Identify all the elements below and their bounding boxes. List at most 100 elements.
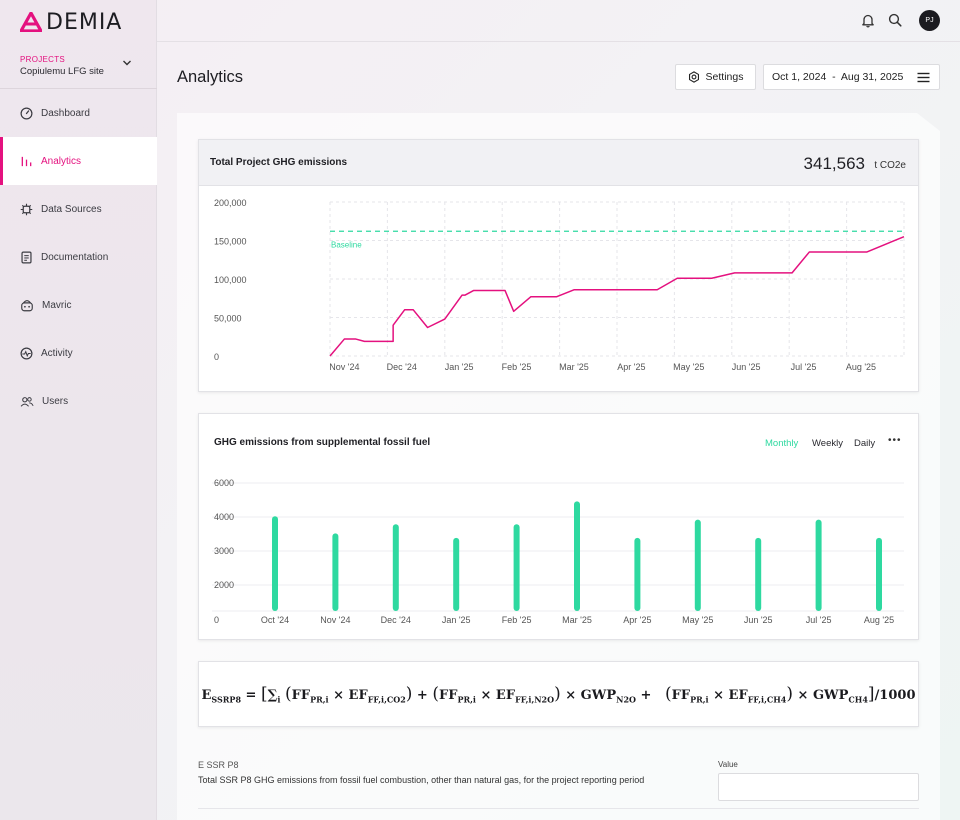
x-tick-label: Dec '24	[387, 362, 417, 372]
y-tick-label: 150,000	[214, 237, 247, 247]
fossil-fuel-emissions-card: GHG emissions from supplemental fossil f…	[198, 413, 919, 640]
x-tick-label: Dec '24	[381, 615, 411, 625]
sidebar-item-activity[interactable]: Activity	[0, 329, 157, 377]
sidebar-item-label: Dashboard	[41, 107, 90, 119]
total-emissions-series-line	[329, 235, 905, 357]
chevron-down-icon[interactable]	[122, 59, 132, 67]
settings-button-label: Settings	[705, 71, 744, 83]
bar	[815, 519, 822, 611]
data-sources-icon	[20, 203, 33, 215]
date-range-label: Oct 1, 2024 - Aug 31, 2025	[772, 71, 904, 83]
project-selector[interactable]: PROJECTS Copiulemu LFG site	[20, 55, 140, 77]
x-tick-label: Aug '25	[846, 362, 876, 372]
tab-daily[interactable]: Daily	[854, 438, 876, 449]
x-tick-label: Nov '24	[329, 362, 359, 372]
bar	[453, 537, 460, 611]
users-icon	[20, 396, 34, 407]
x-tick-label: Mar '25	[559, 362, 589, 372]
total-emissions-line-chart: 0 50,000 100,000 150,000 200,000 Nov '24 Dec '…	[214, 198, 905, 372]
y-tick-label: 0	[214, 352, 219, 362]
x-tick-label: May '25	[682, 615, 713, 625]
y-tick-label: 6000	[214, 478, 234, 488]
sidebar-item-label: Documentation	[41, 251, 109, 263]
date-range-picker[interactable]: Oct 1, 2024 - Aug 31, 2025	[763, 64, 940, 90]
x-tick-label: Apr '25	[617, 362, 645, 372]
x-tick-label: Jan '25	[442, 615, 471, 625]
sidebar-item-data-sources[interactable]: Data Sources	[0, 185, 157, 233]
settings-button[interactable]: Settings	[675, 64, 756, 90]
sidebar-item-analytics[interactable]: Analytics	[0, 137, 157, 185]
x-tick-label: Jul '25	[791, 362, 817, 372]
card-title: GHG emissions from supplemental fossil f…	[214, 437, 431, 448]
emissions-formula: ESSRP8 = [∑i (FFPR,i × EFFF,i,CO2) + (FF…	[201, 683, 916, 705]
sidebar-divider	[0, 88, 157, 89]
tab-monthly[interactable]: Monthly	[765, 438, 799, 449]
settings-gear-icon	[688, 71, 699, 83]
x-tick-label: May '25	[673, 362, 704, 372]
y-tick-label: 2000	[214, 580, 234, 590]
x-tick-label: Apr '25	[623, 615, 651, 625]
x-tick-label: Oct '24	[261, 615, 289, 625]
fossil-fuel-bar-chart: 0 2000 3000 4000 6000 Oct '24 Nov '24 Dec '24 Ja…	[212, 478, 904, 625]
bar	[755, 537, 762, 611]
user-avatar[interactable]: PJ	[919, 10, 940, 31]
bar	[634, 537, 641, 611]
menu-icon	[917, 72, 930, 83]
baseline-label: Baseline	[331, 240, 362, 249]
bar	[392, 524, 399, 611]
more-options-icon[interactable]: •••	[888, 435, 902, 446]
x-tick-label: Nov '24	[320, 615, 350, 625]
sidebar-item-label: Data Sources	[41, 203, 102, 215]
sidebar-item-label: Mavric	[42, 299, 72, 311]
analytics-icon	[21, 156, 32, 166]
x-tick-label: Jun '25	[744, 615, 773, 625]
total-emissions-value: 341,563	[803, 154, 865, 173]
divider	[198, 808, 919, 809]
sidebar-item-documentation[interactable]: Documentation	[0, 233, 157, 281]
sidebar-nav: Dashboard Analytics Data Sources	[0, 89, 157, 425]
brand-logo[interactable]: DEMIA	[20, 9, 123, 35]
page-title: Analytics	[177, 68, 244, 86]
activity-icon	[20, 347, 33, 359]
tab-weekly[interactable]: Weekly	[812, 438, 843, 449]
total-emissions-card: Total Project GHG emissions 341,563 t CO…	[198, 139, 919, 392]
value-input[interactable]	[718, 773, 919, 801]
dashboard-icon	[20, 107, 33, 119]
y-tick-label: 0	[214, 615, 219, 625]
x-tick-label: Mar '25	[562, 615, 592, 625]
bar	[574, 501, 580, 611]
notification-bell-icon[interactable]	[861, 13, 875, 28]
card-title: Total Project GHG emissions	[210, 157, 348, 168]
x-tick-label: Jan '25	[445, 362, 474, 372]
search-icon[interactable]	[888, 13, 902, 27]
x-tick-label: Jun '25	[732, 362, 761, 372]
brand-name: DEMIA	[46, 9, 123, 35]
documentation-icon	[21, 251, 32, 263]
top-bar: PJ	[157, 0, 960, 42]
field-title: E SSR P8	[198, 760, 239, 770]
project-label: PROJECTS	[20, 55, 66, 64]
x-tick-label: Feb '25	[502, 615, 532, 625]
sidebar-item-mavric[interactable]: Mavric	[0, 281, 157, 329]
sidebar-item-dashboard[interactable]: Dashboard	[0, 89, 157, 137]
sidebar: DEMIA PROJECTS Copiulemu LFG site Dashbo…	[0, 0, 157, 820]
sidebar-item-users[interactable]: Users	[0, 377, 157, 425]
total-emissions-unit: t CO2e	[874, 160, 906, 171]
sidebar-item-label: Analytics	[41, 155, 82, 167]
sidebar-item-label: Users	[42, 395, 69, 407]
formula-card: ESSRP8 = [∑i (FFPR,i × EFFF,i,CO2) + (FF…	[198, 661, 919, 727]
mavric-icon	[21, 299, 33, 311]
card-header: Total Project GHG emissions 341,563 t CO…	[199, 140, 918, 186]
x-tick-label: Aug '25	[864, 615, 894, 625]
x-tick-label: Jul '25	[806, 615, 832, 625]
demia-logo-icon	[20, 12, 42, 32]
field-description: Total SSR P8 GHG emissions from fossil f…	[198, 775, 645, 785]
project-name: Copiulemu LFG site	[20, 66, 104, 77]
sidebar-item-label: Activity	[41, 347, 73, 359]
x-tick-label: Feb '25	[502, 362, 532, 372]
y-tick-label: 100,000	[214, 275, 247, 285]
y-tick-label: 50,000	[214, 314, 242, 324]
bar	[694, 519, 701, 611]
bar	[513, 524, 520, 611]
bar	[272, 516, 278, 611]
